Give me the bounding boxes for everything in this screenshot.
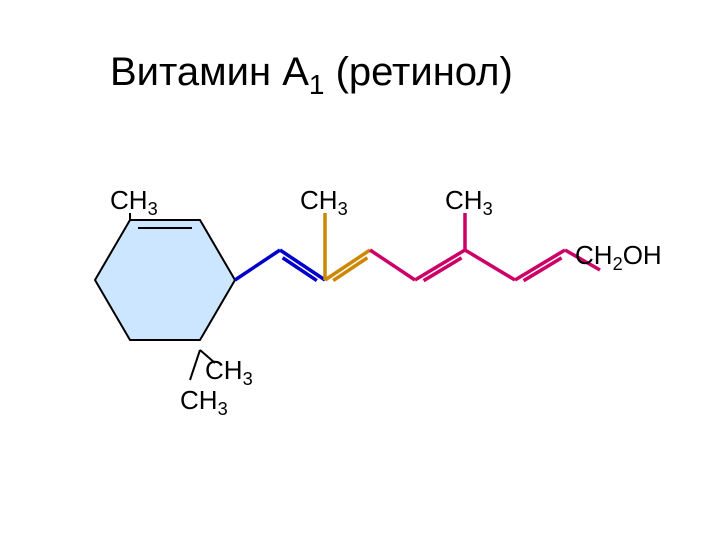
label-ch3-2-text: CH (300, 185, 338, 215)
label-ch3-2-sub: 3 (338, 199, 348, 219)
label-ch3-4-text: CH (205, 355, 243, 385)
label-ch3-1: CH3 (110, 185, 158, 220)
label-ch3-5-text: CH (180, 385, 218, 415)
chain-bond-8-dbl (524, 258, 562, 281)
label-ch2oh-sub: 2 (613, 254, 623, 274)
ring-polygon (95, 220, 235, 340)
chain-bond-8 (515, 250, 565, 280)
label-ch3-3: CH3 (445, 185, 493, 220)
bond-top3 (190, 350, 200, 380)
label-ch2oh-text: CH (575, 240, 613, 270)
label-ch2oh: CH2OH (575, 240, 662, 275)
label-ch3-5-sub: 3 (218, 399, 228, 419)
chain-bond-4 (370, 250, 415, 280)
chain-bonds (235, 213, 600, 281)
chain-bond-7 (465, 250, 515, 280)
label-ch3-3-sub: 3 (483, 199, 493, 219)
label-ch3-5: CH3 (180, 385, 228, 420)
chain-bond-5-dbl (424, 258, 462, 281)
label-ch3-3-text: CH (445, 185, 483, 215)
label-ch3-4-sub: 3 (243, 369, 253, 389)
label-ch2oh-suffix: OH (623, 240, 662, 270)
label-ch3-1-sub: 3 (148, 199, 158, 219)
label-ch3-1-text: CH (110, 185, 148, 215)
chain-bond-5 (415, 250, 465, 280)
label-ch3-2: CH3 (300, 185, 348, 220)
chain-bond-3 (325, 250, 370, 280)
chain-bond-1 (280, 250, 325, 280)
chain-bond-0 (235, 250, 280, 280)
